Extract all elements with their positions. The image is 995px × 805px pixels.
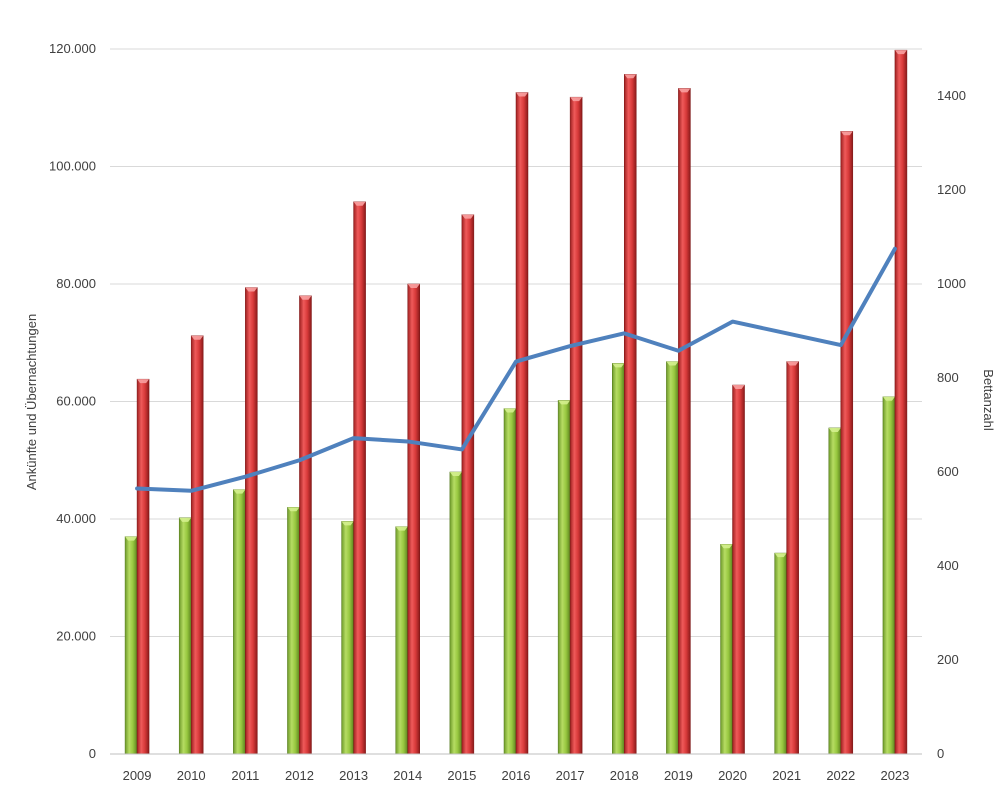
x-tick-label: 2015 <box>447 768 476 783</box>
y-tick-label: 40.000 <box>56 511 96 526</box>
bar <box>720 544 733 755</box>
bar-top-cap <box>894 50 907 55</box>
y-tick-label: 0 <box>89 746 96 761</box>
x-tick-label: 2022 <box>826 768 855 783</box>
line-series <box>135 246 897 493</box>
bar <box>136 378 150 755</box>
bar-top-cap <box>570 97 583 102</box>
bar-top-cap <box>461 214 474 219</box>
x-tick-label: 2019 <box>664 768 693 783</box>
bar-top-cap <box>353 201 366 206</box>
bar <box>515 92 529 755</box>
bar <box>190 335 204 755</box>
bar <box>341 521 354 755</box>
y2-tick-label: 600 <box>937 464 959 479</box>
bar-top-cap <box>407 284 420 288</box>
bar <box>828 427 842 755</box>
bar <box>678 88 691 755</box>
y2-tick-label: 200 <box>937 652 959 667</box>
y-tick-label: 20.000 <box>56 629 96 644</box>
x-tick-label: 2023 <box>880 768 909 783</box>
bar <box>353 201 366 755</box>
bar <box>624 74 637 755</box>
x-tick-label: 2018 <box>610 768 639 783</box>
bar <box>233 489 246 755</box>
bar-top-cap <box>179 517 192 522</box>
bar-top-cap <box>828 427 841 432</box>
bar <box>732 384 745 755</box>
bar-top-cap <box>612 363 625 368</box>
bar-top-cap <box>125 536 138 541</box>
y-tick-label: 60.000 <box>56 394 96 409</box>
x-tick-label: 2016 <box>502 768 531 783</box>
bettanzahl-line <box>135 246 897 493</box>
bar-top-cap <box>245 287 258 292</box>
y-tick-label: 100.000 <box>49 159 96 174</box>
bar-top-cap <box>558 400 571 405</box>
bar <box>894 49 908 755</box>
y2-tick-label: 1000 <box>937 276 966 291</box>
bar-top-cap <box>786 361 799 366</box>
bar <box>503 408 517 755</box>
bar <box>461 214 475 755</box>
bar <box>178 517 192 755</box>
x-tick-label: 2017 <box>556 768 585 783</box>
bar <box>569 96 583 755</box>
bar-top-cap <box>678 88 691 93</box>
bar-top-cap <box>882 396 895 401</box>
bar <box>557 400 571 755</box>
bar <box>612 363 625 755</box>
x-tick-label: 2021 <box>772 768 801 783</box>
y2-tick-label: 800 <box>937 370 959 385</box>
bar <box>287 507 300 755</box>
bar <box>299 295 312 755</box>
bar <box>882 396 896 755</box>
y2-tick-label: 0 <box>937 746 944 761</box>
bar <box>786 361 799 755</box>
bar-top-cap <box>191 335 204 340</box>
y2-tick-label: 1400 <box>937 88 966 103</box>
bar <box>449 471 463 755</box>
bar <box>840 131 854 755</box>
bar <box>124 536 138 755</box>
x-tick-label: 2011 <box>231 768 259 783</box>
bar-top-cap <box>233 489 246 494</box>
bar <box>666 361 679 755</box>
bar-top-cap <box>732 385 745 390</box>
x-tick-label: 2012 <box>285 768 314 783</box>
y-tick-label: 80.000 <box>56 276 96 291</box>
bar <box>407 283 420 755</box>
x-tick-label: 2013 <box>339 768 368 783</box>
x-tick-label: 2009 <box>123 768 152 783</box>
bar-top-cap <box>624 74 637 79</box>
x-tick-label: 2014 <box>393 768 422 783</box>
x-tick-label: 2020 <box>718 768 747 783</box>
bars <box>124 49 908 755</box>
bar-top-cap <box>449 472 462 476</box>
y2-axis-title: Bettanzahl <box>981 369 995 431</box>
bar <box>245 287 258 755</box>
bar-top-cap <box>287 507 300 512</box>
bar-top-cap <box>840 131 853 136</box>
bar-top-cap <box>666 361 679 366</box>
y-axis-title: Ankünfte und Übernachtungen <box>24 314 39 490</box>
y2-tick-label: 1200 <box>937 182 966 197</box>
bar-top-cap <box>137 379 150 384</box>
y2-tick-label: 400 <box>937 558 959 573</box>
y-tick-label: 120.000 <box>49 41 96 56</box>
bar-top-cap <box>395 526 408 531</box>
x-tick-label: 2010 <box>177 768 206 783</box>
bar <box>774 552 787 755</box>
bar <box>395 526 408 755</box>
bar-top-cap <box>341 521 354 526</box>
axes: 0 20.000 40.000 60.000 80.000 100.000 120.000 0… <box>49 41 966 783</box>
bar-top-cap <box>774 553 787 558</box>
bar-top-cap <box>720 544 733 549</box>
bar-top-cap <box>516 92 528 97</box>
bar-top-cap <box>504 408 516 413</box>
bar-top-cap <box>299 295 312 300</box>
